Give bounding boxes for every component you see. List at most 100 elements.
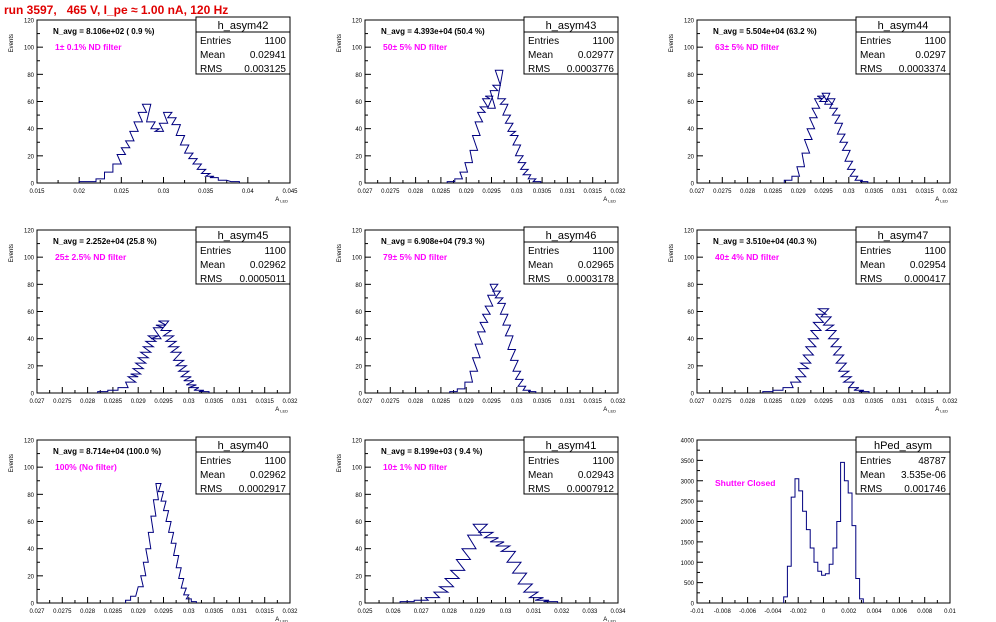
x-tick-label: 0.031 xyxy=(560,399,576,405)
x-tick-label: 0.033 xyxy=(582,609,598,615)
stats-label-entries: Entries xyxy=(200,246,231,257)
x-tick-label: 0.03 xyxy=(500,609,512,615)
y-tick-label: 4000 xyxy=(681,439,695,445)
stats-label-entries: Entries xyxy=(200,36,231,47)
y-tick-label: 20 xyxy=(355,364,362,370)
histogram-panel-h_asym43: 0 20 40 60 80 100 120 0.027 0.0275 0.028 0.0285 0.0… xyxy=(337,16,626,204)
filter-label: 100% (No filter) xyxy=(55,462,117,472)
x-tick-label: 0.032 xyxy=(610,399,626,405)
stats-label-rms: RMS xyxy=(200,274,223,285)
x-tick-label: 0.028 xyxy=(740,189,756,195)
y-axis-title: Events xyxy=(9,244,15,262)
x-axis-title: ALED xyxy=(275,197,288,204)
filter-label: 40± 4% ND filter xyxy=(715,252,780,262)
stats-title: h_asym40 xyxy=(218,440,269,452)
stats-label-mean: Mean xyxy=(860,470,885,481)
y-tick-label: 100 xyxy=(352,46,363,52)
y-axis-title: Events xyxy=(9,34,15,52)
histogram-panel-h_asym45: 0 20 40 60 80 100 120 0.027 0.0275 0.028 0.0285 0.0… xyxy=(9,226,298,414)
histogram-panel-hPed_asym: 0 500 1000 1500 2000 2500 3000 3500 4000 -0.01 -0.… xyxy=(681,436,956,615)
stats-value-rms: 0.0003374 xyxy=(899,64,947,75)
y-tick-label: 0 xyxy=(31,392,35,398)
stats-value-rms: 0.003125 xyxy=(244,64,286,75)
x-tick-label: 0.03 xyxy=(183,399,195,405)
x-tick-label: 0.0285 xyxy=(432,189,451,195)
x-tick-label: -0.006 xyxy=(739,609,757,615)
stats-label-rms: RMS xyxy=(860,274,883,285)
stats-value-entries: 1100 xyxy=(264,456,286,467)
histogram-series xyxy=(449,283,537,393)
y-tick-label: 120 xyxy=(352,439,363,445)
y-tick-label: 20 xyxy=(27,364,34,370)
histogram-panel-h_asym42: 0 20 40 60 80 100 120 0.015 0.02 0.025 0.03 0.035 0.… xyxy=(9,16,298,204)
x-tick-label: 0.0305 xyxy=(205,399,224,405)
stats-value-mean: 0.02965 xyxy=(578,260,615,271)
y-tick-label: 2000 xyxy=(681,520,695,526)
y-tick-label: 40 xyxy=(27,337,34,343)
navg-annotation: N_avg = 2.252e+04 (25.8 %) xyxy=(53,237,157,246)
stats-value-mean: 0.0297 xyxy=(915,50,946,61)
y-axis-title: Events xyxy=(9,454,15,472)
stats-value-entries: 1100 xyxy=(924,246,946,257)
stats-value-mean: 0.02954 xyxy=(910,260,947,271)
stats-box xyxy=(855,436,951,495)
stats-box xyxy=(855,226,951,285)
filter-label: 1± 0.1% ND filter xyxy=(55,42,122,52)
x-tick-label: 0.04 xyxy=(242,189,254,195)
filter-label: 10± 1% ND filter xyxy=(383,462,448,472)
x-tick-label: 0.0315 xyxy=(916,189,935,195)
y-tick-label: 100 xyxy=(24,466,35,472)
stats-box xyxy=(523,226,619,285)
x-tick-label: 0.0315 xyxy=(256,609,275,615)
x-tick-label: 0.0305 xyxy=(533,189,552,195)
x-tick-label: 0.0295 xyxy=(482,189,501,195)
stats-label-entries: Entries xyxy=(860,36,891,47)
stats-value-rms: 0.0007912 xyxy=(567,484,615,495)
x-tick-label: 0.031 xyxy=(560,189,576,195)
stats-label-entries: Entries xyxy=(200,456,231,467)
y-tick-label: 120 xyxy=(24,19,35,25)
x-tick-label: 0.028 xyxy=(740,399,756,405)
x-tick-label: 0.0285 xyxy=(432,399,451,405)
y-tick-label: 0 xyxy=(691,392,695,398)
stats-label-mean: Mean xyxy=(528,260,553,271)
y-tick-label: 100 xyxy=(684,46,695,52)
y-tick-label: 120 xyxy=(684,229,695,235)
x-tick-label: 0 xyxy=(822,609,826,615)
stats-title: h_asym45 xyxy=(218,230,269,242)
y-tick-label: 40 xyxy=(355,337,362,343)
stats-label-entries: Entries xyxy=(528,246,559,257)
stats-label-mean: Mean xyxy=(200,260,225,271)
stats-label-rms: RMS xyxy=(860,484,883,495)
x-tick-label: 0.0305 xyxy=(533,399,552,405)
y-tick-label: 80 xyxy=(27,283,34,289)
x-tick-label: 0.0295 xyxy=(814,399,833,405)
stats-value-mean: 0.02943 xyxy=(578,470,615,481)
x-tick-label: 0.027 xyxy=(689,399,705,405)
x-tick-label: 0.028 xyxy=(442,609,458,615)
x-tick-label: 0.032 xyxy=(554,609,570,615)
histogram-panel-h_asym46: 0 20 40 60 80 100 120 0.027 0.0275 0.028 0.0285 0.0… xyxy=(337,226,626,414)
stats-label-mean: Mean xyxy=(528,50,553,61)
x-tick-label: 0.004 xyxy=(867,609,883,615)
x-tick-label: 0.008 xyxy=(917,609,933,615)
navg-annotation: N_avg = 8.106e+02 ( 0.9 %) xyxy=(53,27,155,36)
stats-label-rms: RMS xyxy=(200,64,223,75)
stats-title: hPed_asym xyxy=(874,440,932,452)
navg-annotation: N_avg = 6.908e+04 (79.3 %) xyxy=(381,237,485,246)
stats-value-rms: 0.0005011 xyxy=(239,274,286,285)
stats-title: h_asym47 xyxy=(878,230,929,242)
y-tick-label: 60 xyxy=(27,100,34,106)
y-tick-label: 80 xyxy=(27,493,34,499)
x-tick-label: 0.0315 xyxy=(256,399,275,405)
y-tick-label: 120 xyxy=(352,19,363,25)
stats-label-mean: Mean xyxy=(528,470,553,481)
navg-annotation: N_avg = 8.714e+04 (100.0 %) xyxy=(53,447,161,456)
x-tick-label: 0.0275 xyxy=(713,399,732,405)
x-tick-label: 0.02 xyxy=(73,189,85,195)
y-tick-label: 40 xyxy=(27,547,34,553)
stats-label-rms: RMS xyxy=(528,274,551,285)
y-tick-label: 80 xyxy=(27,73,34,79)
stats-value-entries: 1100 xyxy=(592,36,614,47)
x-tick-label: -0.008 xyxy=(714,609,732,615)
